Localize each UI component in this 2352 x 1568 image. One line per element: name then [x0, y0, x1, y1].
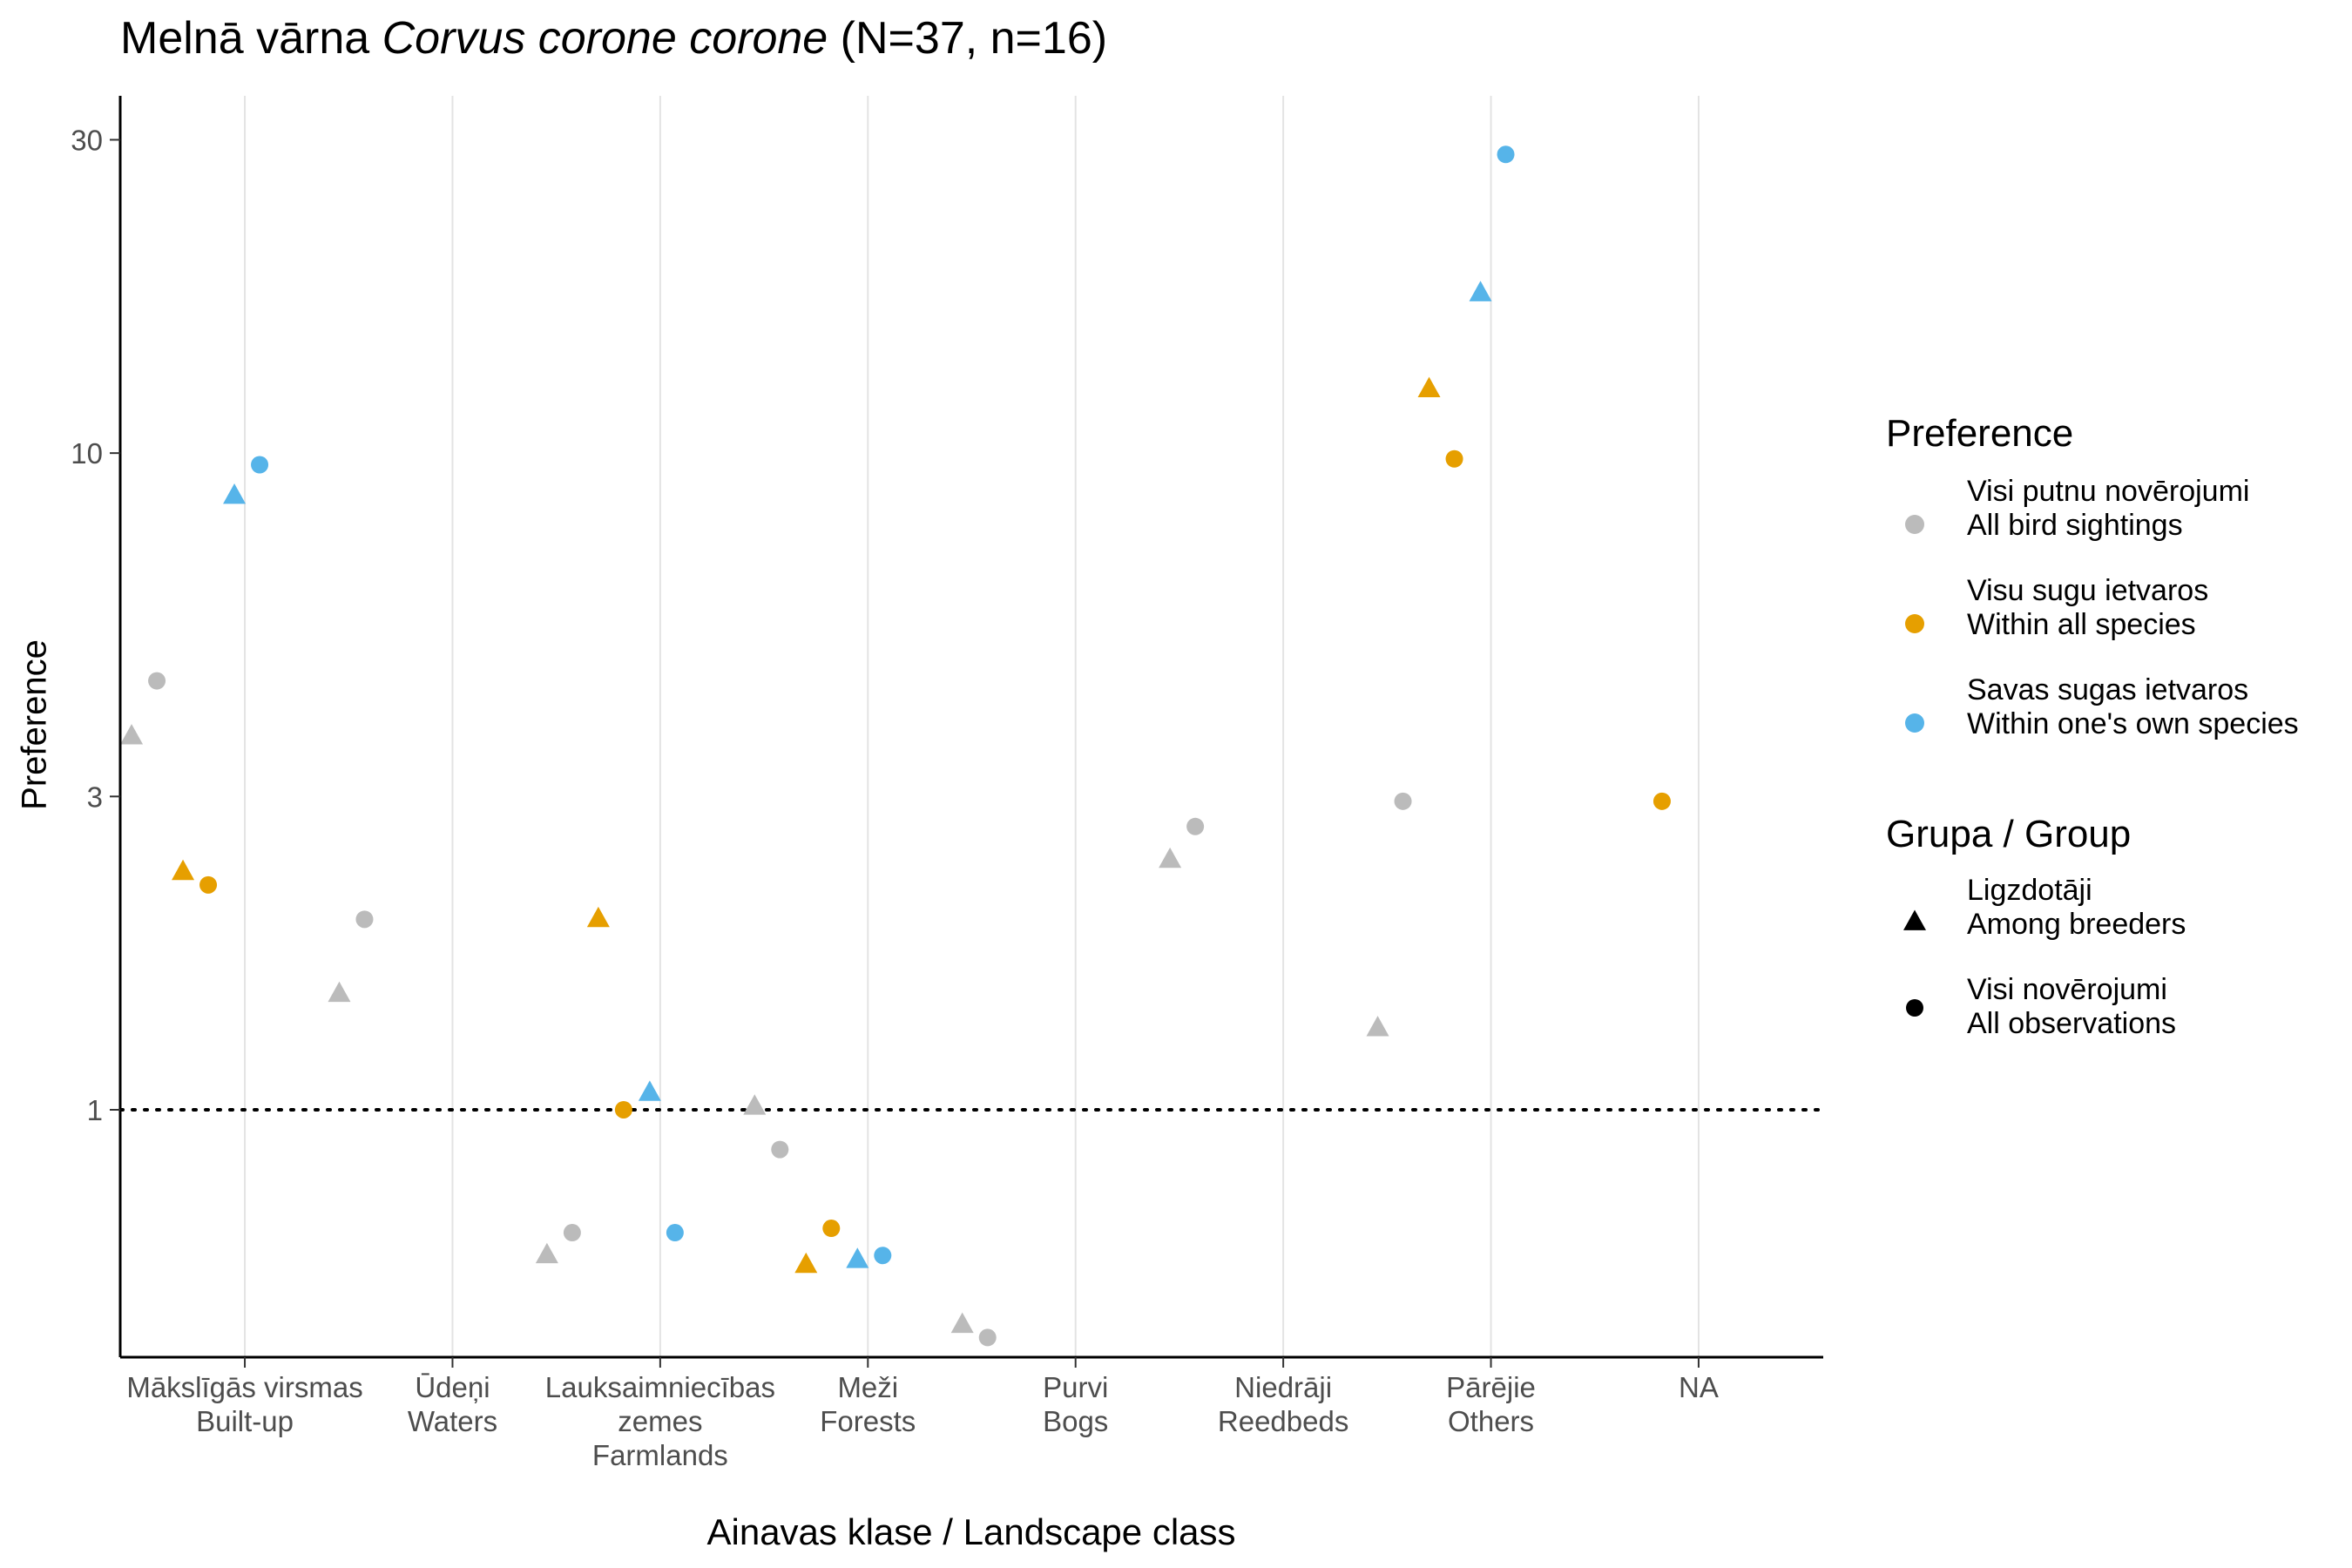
data-point-triangle	[1159, 847, 1182, 868]
data-point-circle	[771, 1140, 789, 1159]
x-tick-label: Ūdeņi	[415, 1371, 490, 1403]
legend-preference-item-3: Savas sugas ietvaros Within one's own spe…	[1967, 673, 2299, 740]
data-point-circle	[1394, 792, 1412, 810]
x-tick-label: Niedrāji	[1234, 1371, 1332, 1403]
legend-preference-title: Preference	[1886, 412, 2074, 455]
data-point-triangle	[638, 1080, 661, 1101]
legend-key-circle	[1906, 999, 1923, 1017]
data-point-circle	[251, 456, 269, 474]
x-tick-label: Reedbeds	[1218, 1405, 1348, 1437]
x-tick-label: Others	[1448, 1405, 1534, 1437]
axes	[110, 96, 1823, 1368]
x-tick-label: Lauksaimniecības	[545, 1371, 775, 1403]
y-tick-labels: 1 3 10 30	[71, 124, 103, 1126]
y-axis-label: Preference	[15, 639, 54, 810]
data-point-circle	[1186, 817, 1205, 835]
data-point-triangle	[120, 724, 144, 745]
data-point-triangle	[586, 906, 610, 928]
y-tick-label: 10	[71, 437, 103, 470]
data-point-circle	[1497, 145, 1515, 164]
legend-group-item-all: Visi novērojumi All observations	[1967, 973, 2177, 1040]
data-point-triangle	[535, 1242, 558, 1264]
data-point-triangle	[950, 1312, 974, 1334]
data-point-triangle	[172, 859, 195, 881]
data-point-triangle	[846, 1247, 869, 1268]
data-point-circle	[148, 672, 166, 690]
data-point-triangle	[794, 1252, 818, 1274]
data-point-circle	[563, 1224, 581, 1242]
data-point-circle	[1445, 449, 1463, 468]
data-point-triangle	[1417, 376, 1441, 397]
grid-lines	[244, 96, 1700, 1357]
x-tick-label: Waters	[408, 1405, 497, 1437]
x-tick-label: Forests	[820, 1405, 916, 1437]
legend-group-title: Grupa / Group	[1886, 813, 2132, 855]
legend-key-preference	[1905, 614, 1924, 633]
data-point-circle	[355, 910, 374, 929]
title-prefix: Melnā vārna	[120, 13, 382, 64]
y-tick-label: 3	[87, 781, 103, 813]
x-tick-label: Farmlands	[592, 1439, 728, 1471]
legend-keys	[1903, 515, 1926, 1017]
x-tick-label: NA	[1679, 1371, 1719, 1403]
data-points	[120, 145, 1671, 1347]
data-point-triangle	[1366, 1016, 1389, 1037]
chart-title: Melnā vārna Corvus corone corone (N=37, …	[120, 12, 1107, 64]
title-species: Corvus corone corone	[382, 13, 828, 64]
x-tick-label: Purvi	[1043, 1371, 1108, 1403]
x-axis-label: Ainavas klase / Landscape class	[706, 1511, 1236, 1552]
data-point-triangle	[743, 1094, 767, 1115]
data-point-circle	[1652, 792, 1671, 810]
x-tick-label: Meži	[837, 1371, 898, 1403]
data-point-circle	[978, 1328, 997, 1347]
data-point-circle	[666, 1224, 684, 1242]
x-tick-label: Bogs	[1043, 1405, 1108, 1437]
data-point-triangle	[328, 981, 351, 1003]
y-tick-label: 1	[87, 1094, 103, 1126]
legend-preference-item-1: Visi putnu novērojumi All bird sightings	[1967, 475, 2250, 542]
data-point-circle	[614, 1100, 632, 1119]
x-tick-label: Built-up	[196, 1405, 294, 1437]
x-tick-label: Mākslīgās virsmas	[126, 1371, 362, 1403]
x-tick-label: Pārējie	[1446, 1371, 1536, 1403]
legend-group-item-breeders: Ligzdotāji Among breeders	[1967, 874, 2186, 941]
title-suffix: (N=37, n=16)	[828, 13, 1108, 64]
legend-key-preference	[1905, 713, 1924, 733]
data-point-circle	[822, 1220, 841, 1238]
legend-preference-item-2: Visu sugu ietvaros Within all species	[1967, 574, 2209, 641]
data-point-circle	[199, 875, 218, 894]
data-point-triangle	[223, 483, 247, 504]
data-point-circle	[874, 1247, 892, 1265]
x-tick-label: zemes	[618, 1405, 702, 1437]
y-tick-label: 30	[71, 124, 103, 156]
data-point-triangle	[1469, 280, 1492, 301]
legend-key-preference	[1905, 515, 1924, 534]
legend-key-triangle	[1903, 909, 1926, 930]
